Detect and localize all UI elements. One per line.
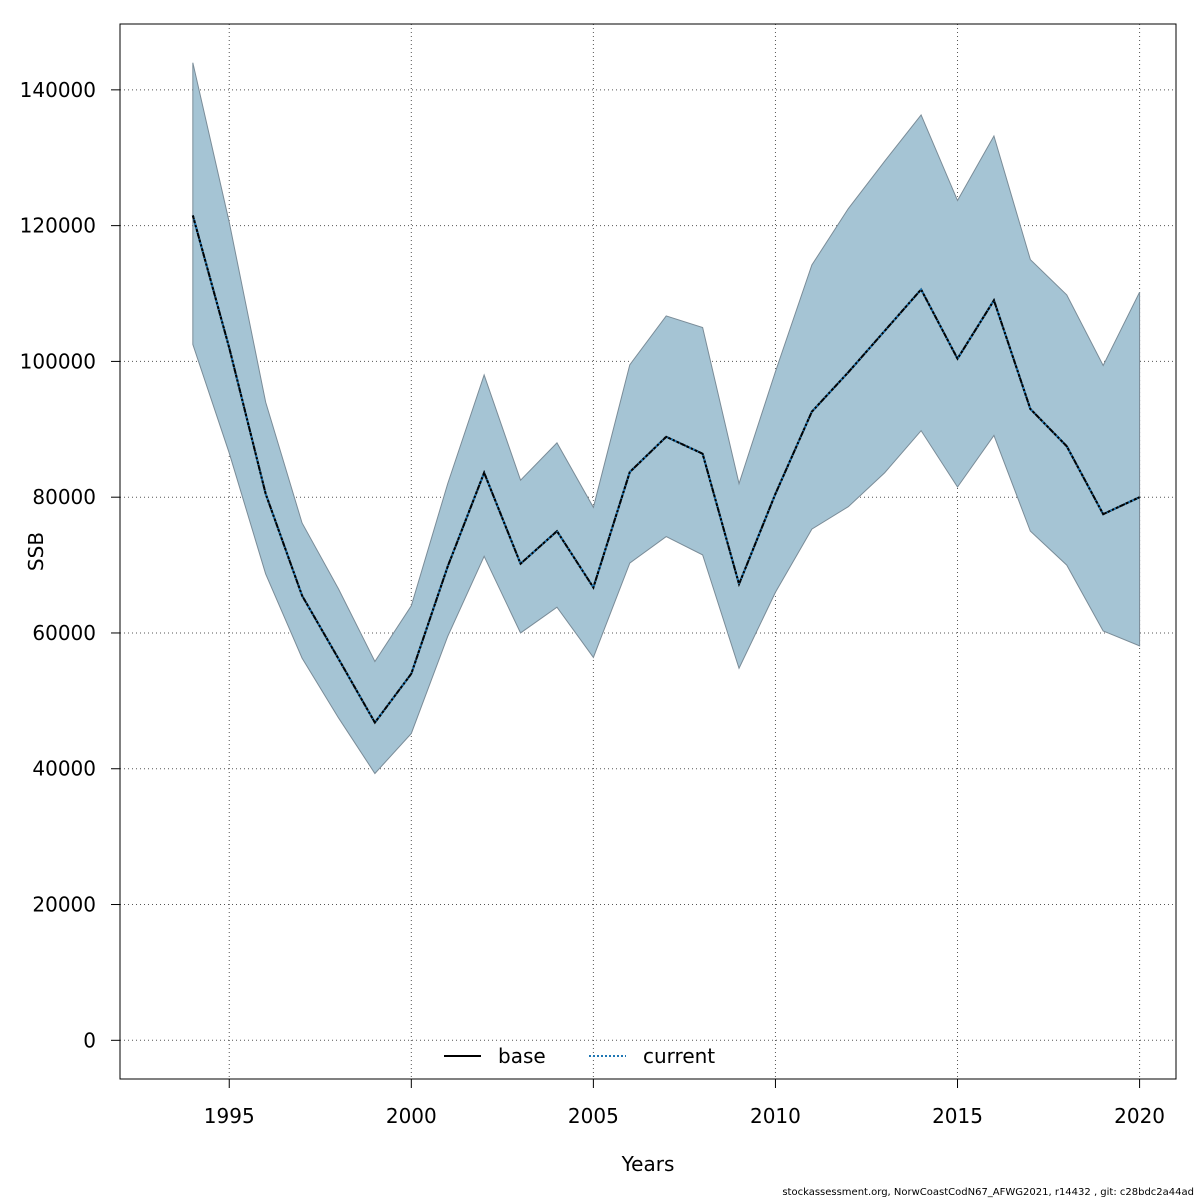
y-tick-label: 0 [83,1028,96,1052]
legend-label-current: current [643,1044,715,1068]
x-tick-label: 2005 [568,1104,619,1128]
legend: base current [444,1044,715,1068]
y-tick-label: 100000 [20,349,96,373]
confidence-band-layer [192,62,1141,775]
plot-frame [119,23,1177,1080]
confidence-band [192,62,1141,775]
x-tick-label: 1995 [204,1104,255,1128]
y-axis-title: SSB [24,532,48,571]
y-tick-label: 80000 [32,485,96,509]
footer-credit: stockassessment.org, NorwCoastCodN67_AFW… [782,1187,1194,1198]
y-tick-label: 40000 [32,757,96,781]
x-axis-title: Years [621,1152,675,1176]
y-tick-label: 20000 [32,893,96,917]
series-line-current [191,215,1141,725]
y-tick-label: 60000 [32,621,96,645]
axes: 1995 2000 2005 2010 2015 2020 0 20000 40000 60000… [20,78,1165,1128]
x-tick-label: 2000 [386,1104,437,1128]
x-tick-label: 2015 [932,1104,983,1128]
x-tick-label: 2010 [750,1104,801,1128]
x-tick-label: 2020 [1114,1104,1165,1128]
legend-label-base: base [498,1044,546,1068]
y-tick-label: 120000 [20,214,96,238]
y-tick-label: 140000 [20,78,96,102]
series-layer [191,215,1141,725]
